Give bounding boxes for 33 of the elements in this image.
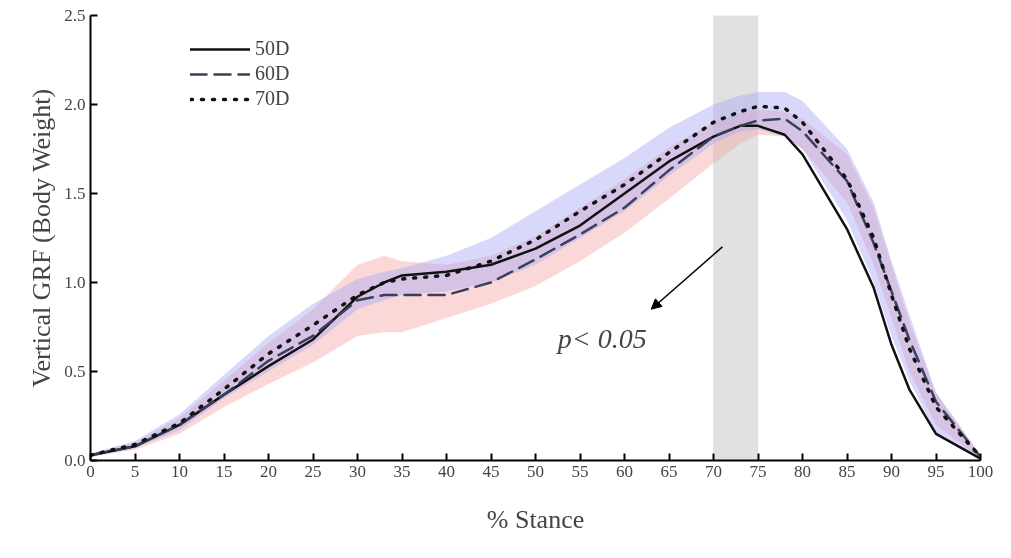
x-tick-label: 60 — [616, 461, 633, 481]
x-tick-label: 20 — [260, 461, 277, 481]
x-tick-label: 30 — [349, 461, 366, 481]
x-tick-label: 5 — [130, 461, 140, 481]
x-tick-label: 35 — [393, 461, 411, 481]
x-tick-label: 50 — [527, 461, 544, 481]
x-tick-label: 45 — [482, 461, 500, 481]
y-tick-label: 0.0 — [64, 451, 86, 470]
legend-label: 50D — [255, 37, 290, 60]
x-tick-label: 40 — [438, 461, 455, 481]
x-tick-label: 100 — [967, 461, 994, 481]
legend-label: 60D — [255, 62, 290, 85]
y-tick-label: 1.0 — [64, 273, 86, 292]
x-tick-label: 75 — [749, 461, 767, 481]
y-tick-label: 2.0 — [64, 95, 86, 114]
x-tick-label: 0 — [86, 461, 95, 481]
x-tick-label: 70 — [705, 461, 722, 481]
x-tick-label: 90 — [883, 461, 900, 481]
x-tick-label: 95 — [927, 461, 945, 481]
y-axis-title: Vertical GRF (Body Weight) — [27, 88, 57, 388]
x-tick-label: 25 — [304, 461, 322, 481]
x-tick-label: 55 — [571, 461, 589, 481]
y-tick-label: 2.5 — [64, 6, 86, 25]
x-tick-label: 10 — [171, 461, 188, 481]
y-tick-label: 0.5 — [64, 362, 86, 381]
band-label: p< 0.05 — [555, 322, 647, 354]
x-axis-title: % Stance — [486, 504, 585, 534]
legend-label: 70D — [255, 87, 290, 110]
x-tick-label: 85 — [838, 461, 856, 481]
y-tick-label: 1.5 — [64, 184, 86, 203]
x-tick-label: 65 — [660, 461, 678, 481]
x-tick-label: 80 — [794, 461, 811, 481]
x-tick-label: 15 — [215, 461, 233, 481]
